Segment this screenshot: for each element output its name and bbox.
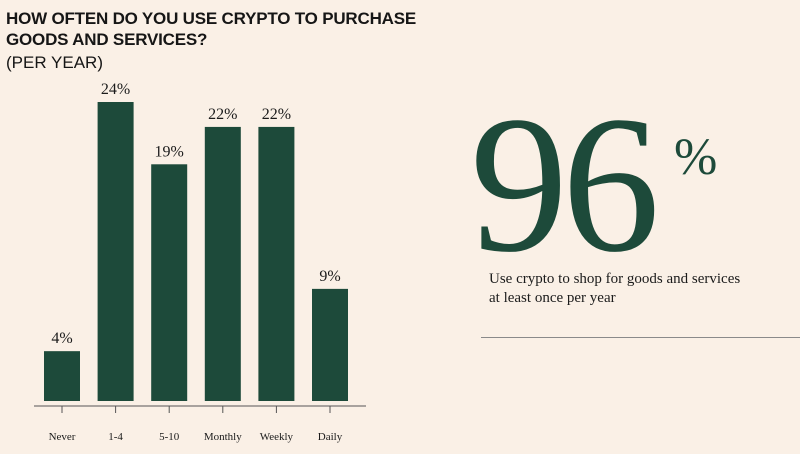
bar-weekly bbox=[258, 126, 295, 402]
chart-subtitle: (PER YEAR) bbox=[6, 53, 103, 72]
stat-caption: Use crypto to shop for goods and service… bbox=[489, 271, 741, 306]
chart-title: HOW OFTEN DO YOU USE CRYPTO TO PURCHASE … bbox=[6, 9, 417, 49]
x-tick-label: 5-10 bbox=[159, 431, 180, 443]
bar-value-label: 22% bbox=[208, 106, 237, 123]
bar-daily bbox=[312, 288, 348, 401]
x-tick-label: Never bbox=[49, 431, 76, 443]
x-tick-label: Weekly bbox=[260, 431, 294, 443]
bar-monthly bbox=[204, 126, 241, 402]
bar-never bbox=[44, 351, 80, 401]
bar-value-label: 24% bbox=[101, 81, 130, 98]
divider-line bbox=[481, 337, 800, 338]
bar-value-label: 19% bbox=[155, 143, 184, 160]
big-stat-percent-sign: % bbox=[674, 129, 718, 186]
x-tick-label: Monthly bbox=[204, 431, 242, 443]
bar-1-4 bbox=[97, 102, 134, 401]
bar-chart: 4% Never 24% 1-4 19% 5-10 22% Monthly 22% Weekly 9… bbox=[34, 81, 366, 443]
bar-value-label: 22% bbox=[262, 106, 291, 123]
bar-5-10 bbox=[151, 164, 188, 401]
big-stat-value: 96 bbox=[470, 76, 660, 293]
x-tick-label: Daily bbox=[318, 431, 343, 443]
x-tick-label: 1-4 bbox=[108, 431, 123, 443]
bar-value-label: 4% bbox=[51, 330, 72, 347]
bar-value-label: 9% bbox=[319, 268, 340, 285]
